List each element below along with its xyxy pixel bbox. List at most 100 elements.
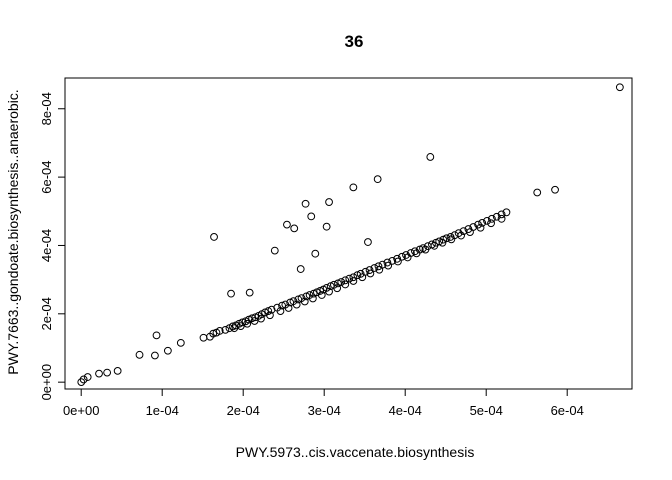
data-point — [466, 228, 474, 237]
x-tick-label: 6e-04 — [551, 403, 584, 418]
data-point — [163, 346, 172, 355]
data-point — [375, 265, 384, 274]
y-axis-label: PWY.7663..gondoate.biosynthesis..anaerob… — [5, 89, 21, 374]
data-point — [307, 212, 316, 221]
data-point — [374, 262, 383, 271]
data-point — [300, 297, 309, 306]
data-point — [292, 300, 301, 309]
data-point — [447, 235, 456, 244]
data-point — [502, 208, 511, 217]
data-point — [270, 246, 279, 255]
data-point — [113, 366, 122, 375]
y-tick-label: 2e-04 — [39, 297, 54, 330]
data-point — [322, 222, 331, 231]
data-point — [103, 368, 112, 377]
data-point — [199, 333, 208, 342]
data-point — [245, 288, 254, 297]
y-tick-label: 6e-04 — [39, 160, 54, 193]
data-point — [301, 199, 310, 208]
data-point — [266, 311, 274, 320]
data-point — [341, 276, 350, 285]
data-point — [438, 238, 447, 247]
data-point — [478, 219, 487, 227]
data-point — [210, 233, 218, 241]
data-points — [77, 83, 624, 387]
data-point — [421, 245, 430, 254]
data-point — [365, 266, 374, 274]
x-tick-label: 3e-04 — [308, 403, 341, 418]
data-point — [176, 338, 185, 347]
x-tick-label: 2e-04 — [227, 403, 260, 418]
data-point — [394, 257, 402, 266]
data-point — [497, 214, 506, 223]
data-point — [412, 249, 421, 258]
data-point — [228, 322, 237, 331]
data-point — [533, 188, 542, 197]
data-point — [483, 216, 491, 225]
data-point — [317, 291, 326, 299]
data-point — [257, 314, 265, 323]
data-point — [487, 214, 496, 223]
data-point — [95, 369, 103, 378]
data-point — [384, 261, 393, 270]
x-axis-label: PWY.5973..cis.vaccenate.biosynthesis — [236, 444, 475, 460]
data-point — [402, 251, 410, 259]
data-point — [487, 219, 495, 228]
data-point — [373, 175, 382, 184]
chart-title: 36 — [345, 32, 364, 51]
data-point — [215, 327, 224, 335]
y-axis: 0e+00 2e-04 4e-04 6e-04 8e-04 — [39, 92, 66, 401]
x-tick-label: 1e-04 — [146, 403, 179, 418]
data-point — [615, 83, 624, 92]
data-point — [325, 287, 333, 296]
data-point — [311, 249, 320, 258]
data-point — [370, 264, 379, 272]
data-point — [135, 350, 144, 359]
data-point — [151, 351, 159, 360]
data-point — [454, 229, 463, 238]
data-point — [366, 269, 375, 278]
data-point — [276, 307, 285, 315]
data-point — [296, 265, 305, 273]
data-point — [442, 234, 451, 243]
data-point — [337, 278, 346, 286]
data-point — [349, 277, 358, 285]
plot-frame — [64, 77, 633, 390]
data-point — [152, 331, 161, 340]
data-point — [308, 294, 317, 303]
data-point — [325, 198, 333, 206]
data-point — [209, 329, 218, 338]
y-tick-label: 8e-04 — [39, 92, 54, 125]
data-point — [398, 252, 406, 261]
data-point — [426, 153, 435, 161]
data-point — [349, 273, 358, 282]
data-point — [227, 289, 235, 298]
data-point — [497, 210, 506, 219]
data-point — [79, 375, 88, 384]
data-point — [238, 318, 247, 327]
data-point — [290, 224, 299, 233]
y-tick-label: 4e-04 — [39, 229, 54, 262]
x-tick-label: 4e-04 — [389, 403, 422, 418]
data-point — [388, 256, 397, 265]
data-point — [551, 185, 559, 194]
data-point — [358, 273, 367, 282]
data-point — [341, 280, 350, 289]
data-point — [221, 325, 230, 334]
data-point — [267, 305, 276, 314]
data-point — [403, 253, 412, 262]
x-tick-label: 0e+00 — [63, 403, 100, 418]
data-point — [492, 212, 501, 221]
data-point — [430, 241, 439, 250]
x-axis: 0e+00 1e-04 2e-04 3e-04 4e-04 5e-04 6e-04 — [63, 388, 584, 418]
data-point — [457, 231, 465, 240]
data-point — [283, 220, 291, 229]
data-point — [284, 304, 293, 312]
y-tick-label: 0e+00 — [39, 364, 54, 401]
data-point — [333, 284, 342, 293]
data-point — [77, 378, 86, 387]
data-point — [349, 183, 358, 192]
data-point — [476, 223, 485, 232]
x-tick-label: 5e-04 — [470, 403, 503, 418]
